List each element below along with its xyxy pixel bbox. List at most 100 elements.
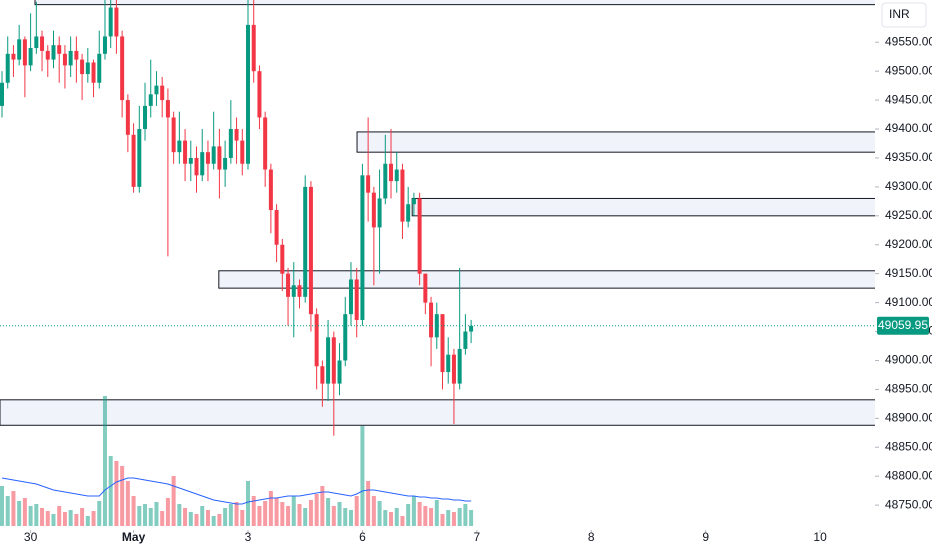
volume-bar — [286, 506, 291, 526]
zone-box — [218, 270, 875, 289]
volume-bar — [160, 511, 165, 526]
candle-body — [223, 157, 228, 170]
volume-bar — [183, 508, 188, 526]
candle-body — [97, 53, 102, 83]
candle-body — [331, 337, 336, 384]
volume-bar — [177, 504, 182, 526]
y-tick-label: 49200.00 — [885, 237, 932, 251]
candle-body — [451, 354, 456, 384]
x-tick-label: 30 — [24, 530, 38, 544]
volume-bar — [0, 486, 5, 526]
candle-body — [91, 62, 96, 83]
volume-bar — [463, 504, 468, 526]
candle-body — [62, 53, 67, 66]
candle-body — [34, 36, 39, 49]
candle-body — [108, 7, 113, 37]
volume-bar — [74, 514, 79, 526]
volume-bar — [223, 508, 228, 526]
candle-body — [286, 273, 291, 297]
volume-bar — [429, 508, 434, 526]
volume-bar — [131, 496, 136, 526]
volume-bar — [394, 508, 399, 526]
volume-bar — [91, 511, 96, 526]
candle-body — [337, 360, 342, 384]
candle-body — [228, 129, 233, 158]
volume-bar — [451, 512, 456, 526]
candle-body — [389, 163, 394, 182]
candle-body — [171, 117, 176, 153]
volume-bar — [303, 508, 308, 526]
volume-bar — [360, 426, 365, 526]
currency-box[interactable] — [881, 2, 927, 28]
candle-body — [51, 45, 56, 60]
candle-body — [457, 348, 462, 384]
volume-bar — [68, 510, 73, 526]
candle-body — [383, 163, 388, 199]
volume-bar — [377, 501, 382, 526]
volume-bar — [57, 506, 62, 526]
volume-bar — [383, 510, 388, 526]
candle-body — [143, 105, 148, 130]
candle-body — [11, 53, 16, 60]
volume-bar — [148, 508, 153, 526]
candle-body — [314, 314, 319, 367]
candle-body — [320, 366, 325, 384]
volume-bar — [423, 506, 428, 526]
volume-bar — [143, 504, 148, 526]
currency-label[interactable]: INR — [889, 7, 910, 21]
candle-body — [429, 302, 434, 338]
volume-bar — [245, 481, 250, 526]
candle-body — [348, 279, 353, 315]
volume-bar — [11, 491, 16, 526]
candle-body — [68, 50, 73, 66]
x-tick-label: 8 — [588, 530, 595, 544]
volume-bar — [343, 508, 348, 526]
y-tick-label: 49000.00 — [885, 353, 932, 367]
volume-bar — [366, 481, 371, 526]
volume-bar — [62, 512, 67, 526]
volume-bar — [291, 496, 296, 526]
zone-box — [356, 131, 875, 153]
volume-bar — [22, 498, 27, 526]
volume-bar — [354, 496, 359, 526]
zone-box — [0, 399, 875, 426]
candle-body — [188, 157, 193, 164]
candle-body — [257, 71, 262, 118]
candle-body — [5, 53, 10, 83]
volume-bar — [400, 516, 405, 526]
y-tick-label: 48950.00 — [885, 382, 932, 396]
candle-body — [411, 198, 416, 205]
candle-body — [137, 129, 142, 187]
plot-area — [0, 0, 875, 526]
x-tick-label: 6 — [359, 530, 366, 544]
candle-body — [125, 100, 130, 135]
candle-body — [85, 62, 90, 75]
volume-bar — [411, 496, 416, 526]
x-tick-label: May — [122, 530, 146, 544]
y-tick-label: 49400.00 — [885, 121, 932, 135]
volume-bar — [40, 508, 45, 526]
y-tick-label: 49150.00 — [885, 266, 932, 280]
volume-bar — [217, 514, 222, 526]
candle-body — [245, 24, 250, 164]
last-price-tag — [877, 316, 929, 335]
candle-body — [377, 198, 382, 228]
volume-bar — [457, 508, 462, 526]
candle-body — [194, 157, 199, 176]
y-tick-label: 49550.00 — [885, 34, 932, 48]
volume-bar — [28, 506, 33, 526]
candle-body — [394, 169, 399, 182]
candle-body — [469, 325, 474, 332]
candle-body — [263, 117, 268, 170]
candle-body — [371, 192, 376, 228]
candle-body — [354, 279, 359, 320]
candle-body — [17, 39, 22, 60]
candle-body — [406, 204, 411, 222]
volume-bar — [5, 496, 10, 526]
volume-bar — [389, 512, 394, 526]
volume-bar — [308, 500, 313, 526]
volume-bar — [348, 510, 353, 526]
y-tick-label: 48750.00 — [885, 497, 932, 511]
